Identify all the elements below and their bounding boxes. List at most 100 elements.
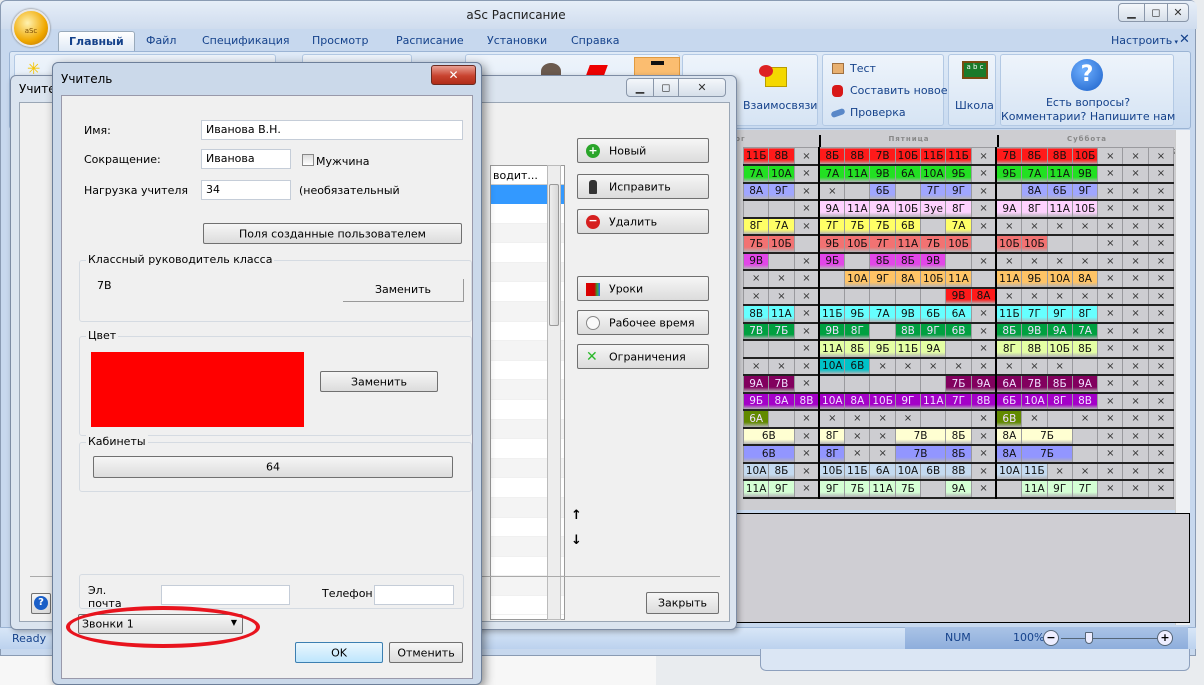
empty-cell[interactable] bbox=[818, 374, 846, 393]
blocked-cell[interactable]: × bbox=[1122, 164, 1149, 183]
lesson-card[interactable]: 7А bbox=[945, 217, 972, 236]
empty-cell[interactable] bbox=[1071, 444, 1099, 463]
lesson-card[interactable]: 7Б bbox=[844, 479, 871, 498]
blocked-cell[interactable]: × bbox=[793, 147, 820, 166]
blocked-cell[interactable]: × bbox=[768, 357, 795, 376]
lesson-card[interactable]: 9Б bbox=[1021, 269, 1048, 288]
blocked-cell[interactable]: × bbox=[869, 444, 896, 463]
lesson-card[interactable]: 11Б bbox=[1021, 462, 1048, 481]
empty-cell[interactable] bbox=[1071, 234, 1099, 253]
lesson-card[interactable]: 9А bbox=[818, 199, 846, 218]
list-item[interactable] bbox=[491, 361, 564, 381]
blocked-cell[interactable]: × bbox=[1097, 234, 1124, 253]
lesson-card[interactable]: 10Б bbox=[869, 392, 896, 411]
lesson-card[interactable]: 9Г bbox=[945, 182, 972, 201]
empty-cell[interactable] bbox=[920, 217, 947, 236]
close-button[interactable]: ✕ bbox=[1167, 3, 1189, 22]
lesson-card[interactable]: 8А bbox=[995, 444, 1023, 463]
blocked-cell[interactable]: × bbox=[793, 199, 820, 218]
lesson-card[interactable]: 7В bbox=[768, 374, 795, 393]
blocked-cell[interactable]: × bbox=[970, 427, 997, 446]
blocked-cell[interactable]: × bbox=[1147, 427, 1175, 446]
blocked-cell[interactable]: × bbox=[768, 269, 795, 288]
lesson-card[interactable]: 9А bbox=[742, 374, 770, 393]
lesson-card[interactable]: 8Г bbox=[1046, 392, 1073, 411]
lesson-card[interactable]: 9Б bbox=[844, 304, 871, 323]
empty-cell[interactable] bbox=[970, 234, 997, 253]
empty-cell[interactable] bbox=[995, 182, 1023, 201]
blocked-cell[interactable]: × bbox=[844, 427, 871, 446]
blocked-cell[interactable]: × bbox=[1122, 339, 1149, 358]
list-item[interactable] bbox=[491, 341, 564, 361]
lesson-card[interactable]: 6В bbox=[743, 444, 795, 463]
empty-cell[interactable] bbox=[869, 322, 896, 341]
lesson-card[interactable]: 8А bbox=[768, 392, 795, 411]
lesson-card[interactable]: 8Б bbox=[818, 147, 846, 166]
blocked-cell[interactable]: × bbox=[995, 357, 1023, 376]
empty-cell[interactable] bbox=[793, 234, 820, 253]
blocked-cell[interactable]: × bbox=[1147, 479, 1175, 498]
blocked-cell[interactable]: × bbox=[793, 357, 820, 376]
empty-cell[interactable] bbox=[818, 269, 846, 288]
blocked-cell[interactable]: × bbox=[1122, 357, 1149, 376]
move-up-button[interactable]: ↑ bbox=[571, 508, 582, 523]
lesson-card[interactable]: 9В bbox=[742, 252, 770, 271]
lesson-card[interactable]: 11А bbox=[1021, 479, 1048, 498]
lesson-card[interactable]: 9А bbox=[920, 339, 947, 358]
blocked-cell[interactable]: × bbox=[793, 269, 820, 288]
lesson-card[interactable]: 8В bbox=[1046, 147, 1073, 166]
lesson-card[interactable]: 7Б bbox=[1021, 427, 1073, 446]
lesson-card[interactable]: 9Б bbox=[742, 392, 770, 411]
lesson-card[interactable]: 8Б bbox=[844, 339, 871, 358]
empty-cell[interactable] bbox=[869, 287, 896, 306]
empty-cell[interactable] bbox=[945, 339, 972, 358]
lesson-card[interactable]: 7А bbox=[768, 217, 795, 236]
empty-cell[interactable] bbox=[894, 287, 922, 306]
blocked-cell[interactable]: × bbox=[793, 339, 820, 358]
lesson-card[interactable]: 8В bbox=[894, 322, 922, 341]
blocked-cell[interactable]: × bbox=[1122, 147, 1149, 166]
list-item[interactable] bbox=[491, 243, 564, 263]
tab-view[interactable]: Просмотр bbox=[312, 34, 369, 47]
customize-menu[interactable]: Настроить ▾ bbox=[1111, 34, 1178, 47]
lesson-card[interactable]: 9Г bbox=[894, 392, 922, 411]
lesson-card[interactable]: 6В bbox=[743, 427, 795, 446]
new-file-icon[interactable]: ✳ bbox=[27, 59, 41, 78]
blocked-cell[interactable]: × bbox=[1122, 182, 1149, 201]
lesson-card[interactable]: 9А bbox=[1071, 374, 1099, 393]
list-item[interactable] bbox=[491, 557, 564, 577]
minimize-button[interactable]: ▁ bbox=[626, 78, 654, 97]
lesson-card[interactable]: 8Г bbox=[995, 339, 1023, 358]
lesson-card[interactable]: 8В bbox=[844, 147, 871, 166]
lesson-card[interactable]: 10А bbox=[920, 164, 947, 183]
lesson-card[interactable]: 6В bbox=[844, 357, 871, 376]
lesson-card[interactable]: 10Б bbox=[920, 269, 947, 288]
blocked-cell[interactable]: × bbox=[793, 164, 820, 183]
empty-cell[interactable] bbox=[1071, 357, 1099, 376]
lesson-card[interactable]: 9В bbox=[920, 252, 947, 271]
blocked-cell[interactable]: × bbox=[1097, 427, 1124, 446]
lesson-card[interactable]: 10Б bbox=[844, 234, 871, 253]
lesson-card[interactable]: 7В bbox=[1021, 374, 1048, 393]
lesson-card[interactable]: 8Г bbox=[945, 199, 972, 218]
blocked-cell[interactable]: × bbox=[1122, 217, 1149, 236]
school-button[interactable]: Школа bbox=[955, 99, 994, 112]
dialog-close-button[interactable]: ✕ bbox=[431, 65, 476, 85]
lesson-card[interactable]: 11Б bbox=[920, 147, 947, 166]
zoom-slider-thumb[interactable] bbox=[1085, 632, 1093, 644]
lesson-card[interactable]: 7Б bbox=[742, 234, 770, 253]
lesson-card[interactable]: 9Г bbox=[1071, 182, 1099, 201]
lesson-card[interactable]: 9Б bbox=[818, 252, 846, 271]
lesson-card[interactable]: 8А bbox=[970, 287, 997, 306]
blocked-cell[interactable]: × bbox=[970, 182, 997, 201]
lessons-button[interactable]: Уроки bbox=[577, 276, 709, 301]
lesson-card[interactable]: 10Б bbox=[1046, 339, 1073, 358]
lesson-card[interactable]: 8В bbox=[1021, 339, 1048, 358]
blocked-cell[interactable]: × bbox=[768, 287, 795, 306]
lesson-card[interactable]: 8Б bbox=[869, 252, 896, 271]
lesson-card[interactable]: 7Б bbox=[920, 234, 947, 253]
lesson-card[interactable]: 8Г bbox=[818, 444, 846, 463]
lesson-card[interactable]: 9Б bbox=[869, 339, 896, 358]
lesson-card[interactable]: 6В bbox=[920, 462, 947, 481]
tab-file[interactable]: Файл bbox=[146, 34, 177, 47]
